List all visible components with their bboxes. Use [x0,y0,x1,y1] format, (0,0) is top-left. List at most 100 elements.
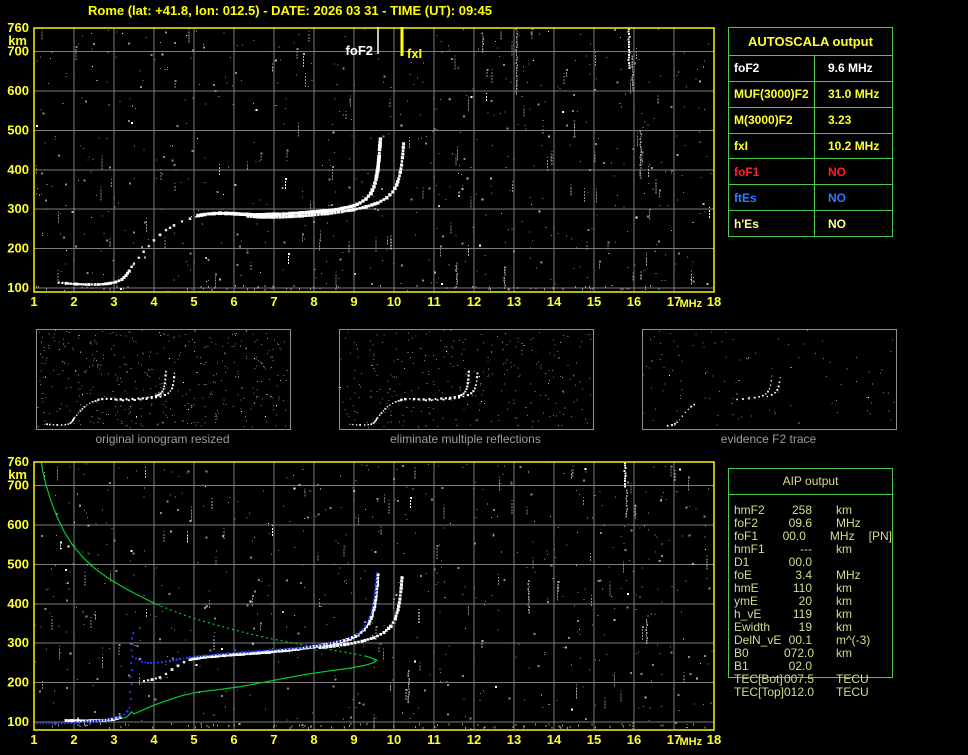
aip-param-unit: km [836,581,852,595]
marker-label-foF2: foF2 [346,43,373,58]
x-tick-label: 12 [467,732,481,747]
aip-param-label: hmF1 [734,542,765,556]
x-tick-label: 8 [310,732,317,747]
autoscala-param-value: NO [828,216,846,231]
autoscala-param-value: 10.2 MHz [828,139,880,153]
aip-row-hvE: h_vE 119 km [729,608,892,621]
plot-border [33,461,715,731]
x-tick-label: 17 [667,294,681,309]
aip-param-label: B0 [734,646,749,660]
aip-param-label: D1 [734,555,750,569]
x-tick-label: 11 [427,732,441,747]
x-tick-label: 15 [587,732,601,747]
x-axis-unit-label: MHz [679,736,702,748]
aip-param-value: 19 [798,620,812,634]
x-tick-label: 6 [230,294,237,309]
marker-line-foF2 [377,27,379,54]
autoscala-row-hEs: h'Es NO [729,210,892,237]
station-date-header: Rome (lat: +41.8, lon: 012.5) - DATE: 20… [88,3,492,18]
series-Ne-profile-topside [40,462,157,605]
aip-param-label: B1 [734,659,749,673]
aip-row-TECBot: TEC[Bot] 007.5 TECU [729,673,892,686]
aip-row-Ewidth: Ewidth 19 km [729,621,892,634]
x-tick-label: 2 [70,294,77,309]
plot-border [33,27,715,293]
autoscala-row-MUF3000F2: MUF(3000)F2 31.0 MHz [729,80,892,107]
x-tick-label: 9 [350,732,357,747]
thumb-trace [349,370,479,426]
series-Ne-profile-topside-extrapolated [155,603,367,657]
aip-param-unit: m^(-3) [836,633,871,647]
x-tick-label: 5 [190,294,197,309]
y-tick-label: 500 [7,556,29,571]
aip-param-label: Ewidth [734,620,771,634]
y-tick-label: 760 [7,20,29,35]
x-tick-label: 8 [310,294,317,309]
autoscala-param-label: foF2 [729,56,815,81]
aip-row-hmF1: hmF1 --- km [729,543,892,556]
x-tick-label: 13 [507,732,521,747]
autoscala-row-foF1: foF1 NO [729,158,892,185]
y-tick-label: 100 [7,714,29,729]
y-tick-label: 300 [7,635,29,650]
autoscala-param-label: fxI [729,133,815,159]
y-tick-label: 500 [7,122,29,137]
aip-param-value: 258 [791,503,812,517]
aip-param-value: --- [800,542,812,556]
thumbnail-evidence-f2-trace [642,329,897,430]
y-tick-label: 400 [7,162,29,177]
x-tick-label: 16 [627,732,641,747]
thumb-noise [37,330,288,428]
aip-row-foF2: foF2 09.6 MHz [729,517,892,530]
autoscala-param-value: NO [828,164,846,179]
aip-param-label: foF2 [734,516,759,530]
aip-param-label: foF1 [734,529,759,543]
y-tick-label: 600 [7,83,29,98]
x-tick-label: 14 [547,294,562,309]
grid-lines [34,28,714,292]
aip-param-value: 110 [792,581,812,595]
x-tick-label: 2 [70,732,77,747]
autoscala-param-label: h'Es [729,211,815,237]
aip-row-hmE: hmE 110 km [729,582,892,595]
aip-row-D1: D1 00.0 [729,556,892,569]
noise-speckle [34,462,714,730]
autoscala-table-title: AUTOSCALA output [748,34,873,49]
aip-param-value: 00.1 [788,633,812,647]
aip-param-label: foE [734,568,753,582]
aip-param-value: 00.0 [788,555,812,569]
autoscala-param-value: 3.23 [828,113,852,128]
x-tick-label: 17 [667,732,681,747]
aip-param-value: 02.0 [788,659,812,673]
x-tick-label: 6 [230,732,237,747]
noise-speckle [35,28,714,292]
marker-line-fxI [400,27,404,56]
thumbnail-eliminate-reflections [339,329,594,430]
y-tick-label: 400 [7,596,29,611]
x-tick-label: 3 [110,732,117,747]
aip-param-value: 20 [798,594,812,608]
marker-label-fxI: fxI [407,46,422,61]
autoscala-param-value: NO [828,190,846,205]
x-tick-label: 14 [547,732,562,747]
autoscala-param-label: MUF(3000)F2 [729,81,815,107]
aip-param-label: DelN_vE [734,633,782,647]
aip-row-B0: B0 072.0 km [729,647,892,660]
aip-param-unit: MHz [829,529,855,543]
y-tick-label: 100 [7,280,29,295]
aip-param-label: ymE [734,594,758,608]
x-axis-unit-label: MHz [679,298,702,310]
aip-row-ymE: ymE 20 km [729,595,892,608]
aip-param-unit: km [836,594,852,608]
thumbnail-caption-reflections: eliminate multiple reflections [390,432,541,446]
autoscala-param-label: foF1 [729,159,815,185]
trace-layer [34,462,404,725]
autoscala-param-label: M(3000)F2 [729,107,815,133]
autoscala-param-label: ftEs [729,185,815,211]
x-tick-label: 18 [707,294,721,309]
x-tick-label: 1 [30,732,37,747]
autoscala-row-ftEs: ftEs NO [729,184,892,211]
